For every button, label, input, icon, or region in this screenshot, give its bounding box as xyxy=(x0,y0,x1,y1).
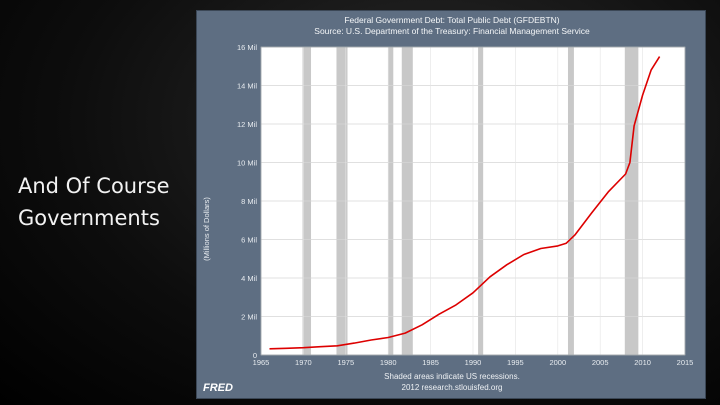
footnote-source: 2012 research.stlouisfed.org xyxy=(402,383,503,392)
debt-chart: Federal Government Debt: Total Public De… xyxy=(202,15,694,394)
x-tick-label: 1975 xyxy=(337,358,354,367)
y-tick-label: 2 Mil xyxy=(241,313,257,322)
footnote-recessions: Shaded areas indicate US recessions. xyxy=(384,372,520,381)
x-tick-label: 2015 xyxy=(677,358,694,367)
x-tick-label: 2000 xyxy=(549,358,566,367)
fred-logo: FRED xyxy=(203,382,233,394)
y-tick-label: 8 Mil xyxy=(241,197,257,206)
y-tick-label: 4 Mil xyxy=(241,274,257,283)
y-axis-label: (Millions of Dollars) xyxy=(202,197,211,261)
x-tick-label: 1990 xyxy=(465,358,482,367)
slide-line-1: And Of Course xyxy=(18,174,170,198)
chart-frame: Federal Government Debt: Total Public De… xyxy=(196,10,706,399)
x-tick-label: 1965 xyxy=(253,358,270,367)
x-tick-label: 1985 xyxy=(422,358,439,367)
slide-line-2: Governments xyxy=(18,206,160,230)
chart-title: Federal Government Debt: Total Public De… xyxy=(344,15,559,25)
debt-series-line xyxy=(269,56,661,350)
plot-border xyxy=(260,46,686,356)
x-tick-label: 2005 xyxy=(592,358,609,367)
slide-text: And Of Course Governments xyxy=(18,170,193,234)
y-tick-label: 0 xyxy=(253,351,257,360)
x-tick-label: 1995 xyxy=(507,358,524,367)
y-tick-label: 6 Mil xyxy=(241,236,257,245)
y-tick-label: 12 Mil xyxy=(237,120,257,129)
x-tick-label: 1980 xyxy=(380,358,397,367)
y-tick-label: 16 Mil xyxy=(237,43,257,52)
x-tick-label: 2010 xyxy=(634,358,651,367)
y-tick-label: 10 Mil xyxy=(237,159,257,168)
x-tick-label: 1970 xyxy=(295,358,312,367)
chart-subtitle: Source: U.S. Department of the Treasury:… xyxy=(314,26,590,36)
y-tick-label: 14 Mil xyxy=(237,82,257,91)
